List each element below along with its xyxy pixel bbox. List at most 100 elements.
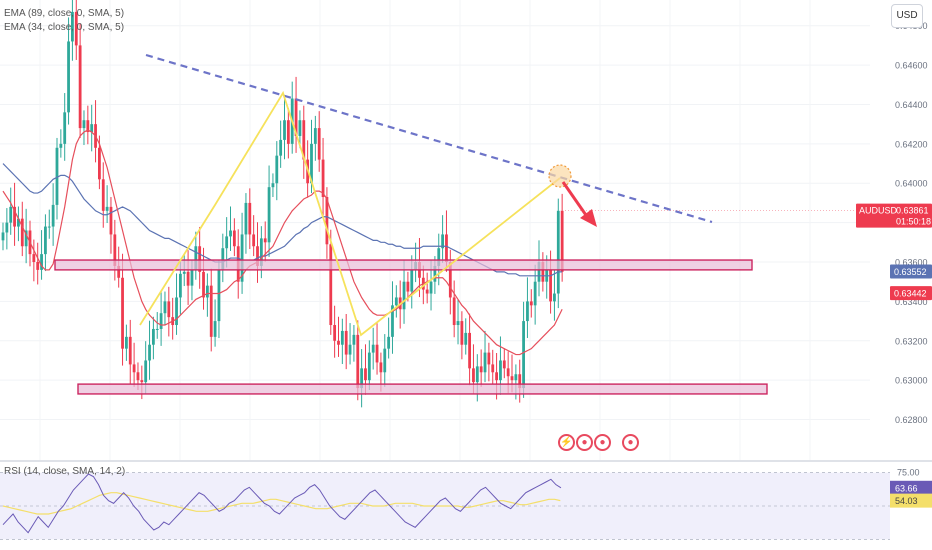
candle-body [232, 230, 236, 247]
candle-body [182, 271, 186, 274]
candle-body [495, 372, 498, 381]
candle-body [51, 204, 55, 227]
support-zone [77, 383, 768, 395]
candle-body [410, 269, 414, 292]
drawing-annotations [139, 53, 870, 337]
candle-body [67, 41, 70, 113]
candle-body [310, 143, 313, 184]
last-price-box [856, 203, 932, 228]
price-tick-label: 0.63600 [895, 258, 928, 268]
candle-body [433, 265, 437, 282]
candle-body [101, 179, 105, 211]
resistance-zone [54, 259, 753, 271]
us-flag-event-icon[interactable]: ● [622, 434, 639, 451]
candle-body [479, 366, 483, 373]
candle-body [32, 254, 36, 263]
candle-body [113, 234, 117, 266]
candle-body [537, 262, 541, 282]
economic-events-row[interactable]: ⚡ ● ● ● [553, 434, 643, 454]
price-tick-label: 0.64600 [895, 61, 928, 71]
pane-separator[interactable] [0, 460, 932, 462]
candle-body [1, 232, 5, 241]
candle-body [514, 374, 518, 381]
candle-body [491, 364, 495, 373]
candle-body [533, 281, 537, 306]
candle-body [468, 332, 471, 369]
ema89-line [2, 163, 563, 277]
candle-body [325, 197, 329, 245]
candle-body [371, 344, 375, 353]
candle-body [348, 344, 352, 355]
rsi-legend[interactable]: RSI (14, close, SMA, 14, 2) [4, 466, 126, 477]
candle-body [391, 305, 394, 337]
ema34-path [2, 129, 563, 356]
candle-body [86, 120, 90, 133]
candle-body [344, 330, 348, 355]
candle-body [506, 368, 510, 377]
ema34-legend[interactable]: EMA (34, close, 0, SMA, 5) [4, 22, 125, 33]
countdown-label: 01:50:18 [896, 217, 931, 227]
candle-body [425, 289, 429, 294]
candle-body [499, 360, 502, 381]
candle-body [128, 336, 132, 365]
candle-body [248, 202, 252, 235]
candle-body [5, 222, 9, 233]
candle-body [109, 206, 113, 235]
candle-body [394, 297, 398, 306]
candle-body [294, 98, 298, 136]
candle-body [71, 11, 74, 42]
candle-body [437, 248, 441, 266]
candle-body [163, 301, 167, 314]
candle-body [55, 147, 59, 205]
indicator-price-box [890, 286, 932, 301]
candle-body [464, 332, 468, 345]
candle-body [221, 248, 225, 270]
support-resistance-zones [54, 259, 768, 395]
candle-body [283, 120, 286, 140]
candle-body [40, 254, 43, 270]
us-flag-event-icon[interactable]: ● [576, 434, 593, 451]
candle-body [475, 366, 479, 383]
candle-body [167, 301, 171, 318]
rsi-pane[interactable]: 75.00 63.66 54.03 [0, 462, 932, 550]
candle-body [429, 281, 433, 294]
us-flag-event-icon[interactable]: ● [594, 434, 611, 451]
flash-event-icon[interactable]: ⚡ [558, 434, 575, 451]
ema89-legend[interactable]: EMA (89, close, 0, SMA, 5) [4, 8, 125, 19]
candle-body [105, 206, 109, 211]
candle-body [271, 183, 275, 188]
candle-body [502, 360, 506, 369]
price-tick-label: 0.64000 [895, 179, 928, 189]
candle-body [406, 281, 410, 292]
candle-body [244, 202, 248, 235]
rsi-ma-value-box [890, 493, 932, 508]
candle-body [279, 139, 283, 156]
candle-body [302, 120, 306, 160]
candle-body [329, 244, 333, 326]
candle-body [402, 281, 406, 310]
candle-body [445, 234, 448, 263]
candle-body [159, 313, 163, 329]
candle-body [190, 269, 194, 286]
price-tick-label: 0.62800 [895, 415, 928, 425]
candle-body [36, 262, 40, 270]
candle-body [24, 230, 28, 247]
candle-body [198, 246, 202, 272]
candle-body [90, 124, 94, 133]
candle-body [121, 277, 124, 349]
candle-body [529, 301, 533, 306]
currency-button[interactable]: USD [891, 4, 923, 28]
candle-body [286, 120, 290, 144]
candle-body [259, 238, 263, 266]
candle-body [441, 234, 445, 249]
price-tick-label: 0.63200 [895, 336, 928, 346]
candle-body [560, 210, 564, 272]
rsi-value-label: 63.66 [895, 483, 918, 493]
candle-body [63, 112, 67, 144]
price-tick-label: 0.64400 [895, 100, 928, 110]
price-chart[interactable]: 0.648000.646000.644000.642000.640000.638… [0, 0, 932, 460]
candle-body [518, 374, 522, 389]
candle-body [209, 285, 213, 337]
candle-body [148, 344, 151, 361]
zigzag-pattern-line [139, 90, 561, 337]
